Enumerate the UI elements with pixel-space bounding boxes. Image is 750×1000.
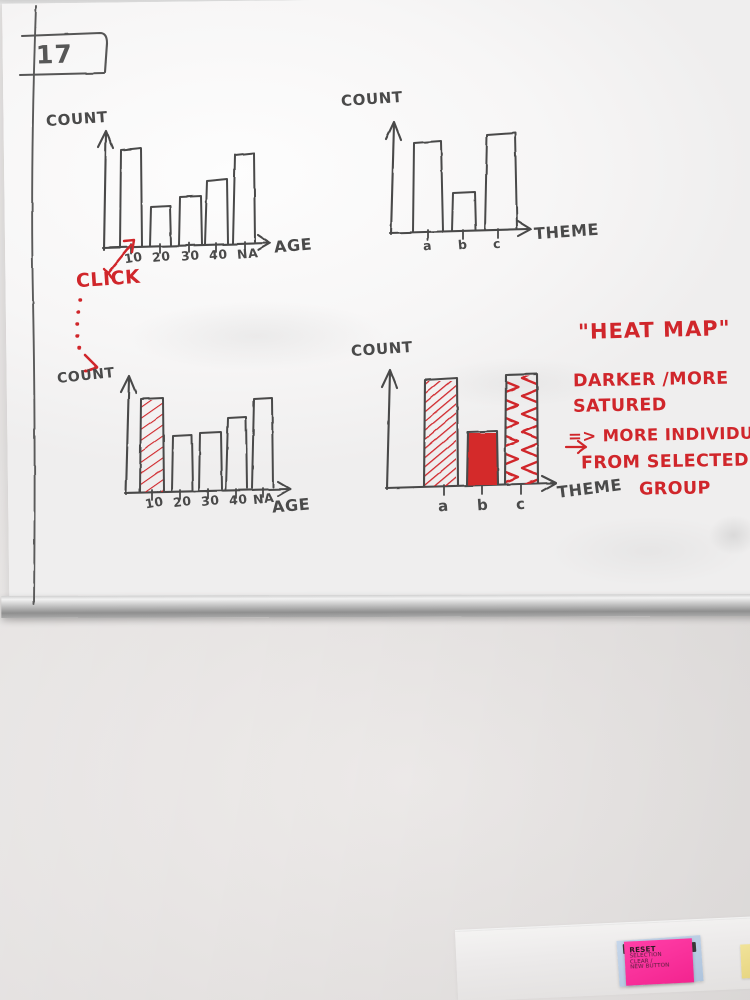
click-annotation-label: CLICK bbox=[75, 265, 141, 293]
bar-theme-c-heat-fill bbox=[506, 376, 537, 484]
bar-age-20 bbox=[149, 205, 172, 247]
tick-age-na-topleft: NA bbox=[236, 245, 259, 262]
heat-map-note-line-5: GROUP bbox=[638, 478, 711, 500]
tick-theme-a-topright: a bbox=[422, 237, 433, 254]
board-margin-line bbox=[31, 5, 37, 605]
tick-age-na-bottomleft: NA bbox=[252, 489, 276, 508]
page-number-box-top bbox=[20, 31, 109, 74]
bar-theme-a bbox=[412, 140, 444, 233]
bar-theme-b bbox=[451, 191, 477, 232]
x-axis-label-age-bottomleft: AGE bbox=[271, 494, 312, 517]
tick-age-30-topleft: 30 bbox=[180, 247, 201, 264]
tick-theme-b-bottomright: b bbox=[476, 495, 489, 515]
tick-theme-c-bottomright: c bbox=[515, 494, 527, 514]
heat-map-title: "HEAT MAP" bbox=[577, 316, 731, 344]
bar-theme-c-heat bbox=[503, 372, 540, 486]
chart-age-histogram-selected bbox=[119, 374, 292, 501]
chart-age-histogram-unselected bbox=[96, 129, 272, 255]
heat-map-note-line-2: SATURED bbox=[572, 395, 667, 417]
bar-age-20-b bbox=[171, 434, 194, 492]
tick-age-40-bottomleft: 40 bbox=[228, 491, 249, 508]
tick-age-10-topleft: 10 bbox=[122, 248, 144, 267]
bar-age-30-b bbox=[198, 431, 223, 491]
chart-theme-histogram-unselected bbox=[384, 120, 533, 241]
tick-age-30-bottomleft: 30 bbox=[200, 492, 221, 509]
click-flow-arrowhead bbox=[83, 353, 99, 373]
tick-theme-c-topright: c bbox=[492, 235, 502, 252]
tick-age-20-bottomleft: 20 bbox=[172, 492, 193, 511]
bar-age-30 bbox=[178, 195, 203, 246]
heat-map-note-line-3: => MORE INDIVIDUALS bbox=[567, 423, 750, 446]
bar-theme-b-heat-fill bbox=[468, 433, 497, 485]
tick-age-40-topleft: 40 bbox=[208, 246, 229, 263]
bar-age-na bbox=[232, 152, 256, 244]
heat-map-note-line-1: DARKER /MORE bbox=[572, 368, 729, 392]
x-axis-label-age-topleft: AGE bbox=[273, 234, 314, 257]
bar-theme-b-heat bbox=[465, 429, 500, 487]
page-number: 17 bbox=[35, 39, 74, 70]
page-number-box-bottom bbox=[18, 71, 106, 77]
click-arrow-annotation bbox=[102, 238, 136, 280]
bar-age-40 bbox=[204, 178, 229, 245]
bar-age-10-selected-fill bbox=[141, 400, 163, 492]
heat-map-note-line-4: FROM SELECTED bbox=[580, 450, 750, 474]
click-flow-dotted-line bbox=[75, 298, 83, 350]
bar-theme-c bbox=[484, 132, 518, 231]
bar-age-10-selected bbox=[139, 397, 165, 493]
bar-theme-a-heat bbox=[422, 376, 460, 488]
bar-age-na-b bbox=[251, 397, 274, 489]
bar-age-40-b bbox=[225, 416, 248, 490]
bar-theme-a-heat-fill bbox=[425, 381, 456, 486]
tick-theme-a-bottomright: a bbox=[437, 496, 450, 516]
tick-age-10-bottomleft: 10 bbox=[143, 493, 165, 512]
tick-age-20-topleft: 20 bbox=[151, 248, 172, 265]
bar-age-10 bbox=[119, 147, 143, 248]
tick-theme-b-topright: b bbox=[457, 236, 469, 253]
